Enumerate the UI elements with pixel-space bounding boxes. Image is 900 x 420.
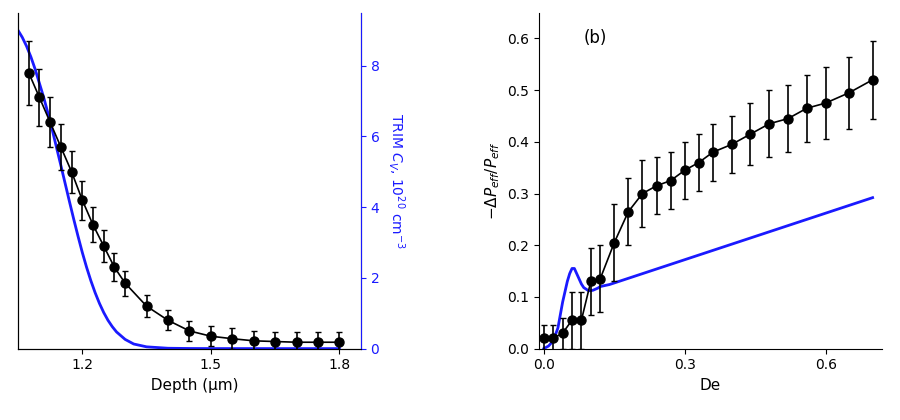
Y-axis label: $-\Delta P_{eff}/P_{eff}$: $-\Delta P_{eff}/P_{eff}$ [483, 141, 502, 220]
Y-axis label: TRIM $C_V$, $10^{20}$ cm$^{-3}$: TRIM $C_V$, $10^{20}$ cm$^{-3}$ [386, 113, 408, 249]
X-axis label: De: De [700, 378, 721, 393]
Text: (b): (b) [584, 29, 608, 47]
X-axis label:   Depth (μm): Depth (μm) [140, 378, 238, 393]
